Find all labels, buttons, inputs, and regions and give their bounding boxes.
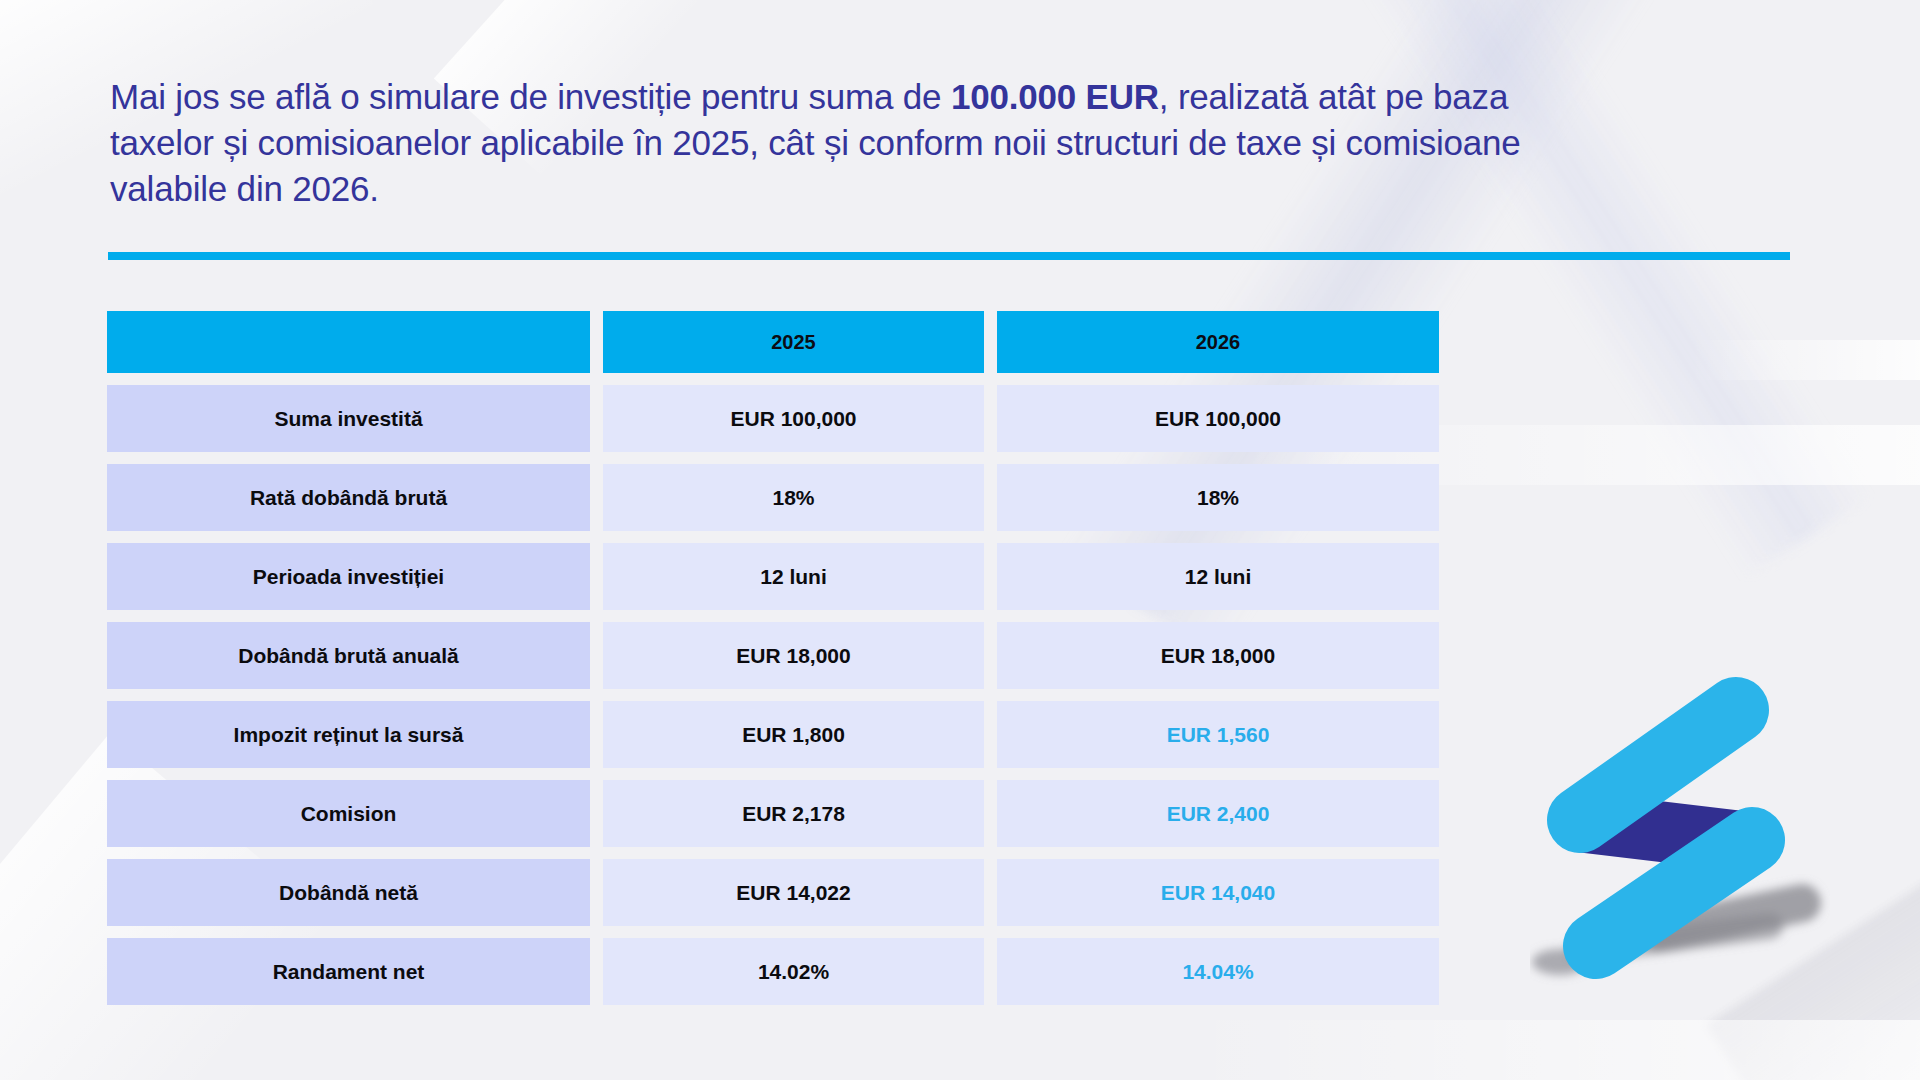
value-2025: EUR 1,800 — [603, 701, 984, 768]
header-cell-empty — [107, 311, 590, 373]
row-label: Dobândă netă — [107, 859, 590, 926]
value-2026: 14.04% — [997, 938, 1439, 1005]
header-cell-2026: 2026 — [997, 311, 1439, 373]
intro-text-4: valabile din 2026. — [110, 169, 379, 208]
logo-top-bar — [1580, 710, 1736, 820]
value-2025: EUR 100,000 — [603, 385, 984, 452]
intro-amount: 100.000 EUR — [951, 77, 1159, 116]
row-label: Impozit reținut la sursă — [107, 701, 590, 768]
value-2026: EUR 1,560 — [997, 701, 1439, 768]
intro-paragraph: Mai jos se află o simulare de investiție… — [110, 74, 1810, 212]
investment-comparison-table: 2025 2026 Suma investită EUR 100,000 EUR… — [107, 311, 1439, 1005]
value-2026: 12 luni — [997, 543, 1439, 610]
row-label: Randament net — [107, 938, 590, 1005]
value-2025: EUR 2,178 — [603, 780, 984, 847]
row-label: Rată dobândă brută — [107, 464, 590, 531]
value-2026: EUR 2,400 — [997, 780, 1439, 847]
bg-streak — [1180, 1020, 1920, 1080]
value-2026: EUR 14,040 — [997, 859, 1439, 926]
intro-text-2: , realizată atât pe baza — [1159, 77, 1508, 116]
value-2025: EUR 14,022 — [603, 859, 984, 926]
value-2025: 18% — [603, 464, 984, 531]
brand-s-logo-icon — [1530, 650, 1830, 995]
value-2025: 14.02% — [603, 938, 984, 1005]
value-2025: EUR 18,000 — [603, 622, 984, 689]
intro-text-3: taxelor și comisioanelor aplicabile în 2… — [110, 123, 1521, 162]
intro-text-1: Mai jos se află o simulare de investiție… — [110, 77, 951, 116]
row-label: Perioada investiției — [107, 543, 590, 610]
header-cell-2025: 2025 — [603, 311, 984, 373]
bg-streak — [1690, 340, 1920, 380]
row-label: Dobândă brută anuală — [107, 622, 590, 689]
value-2026: 18% — [997, 464, 1439, 531]
value-2025: 12 luni — [603, 543, 984, 610]
value-2026: EUR 18,000 — [997, 622, 1439, 689]
row-label: Suma investită — [107, 385, 590, 452]
accent-divider — [108, 252, 1790, 260]
row-label: Comision — [107, 780, 590, 847]
value-2026: EUR 100,000 — [997, 385, 1439, 452]
